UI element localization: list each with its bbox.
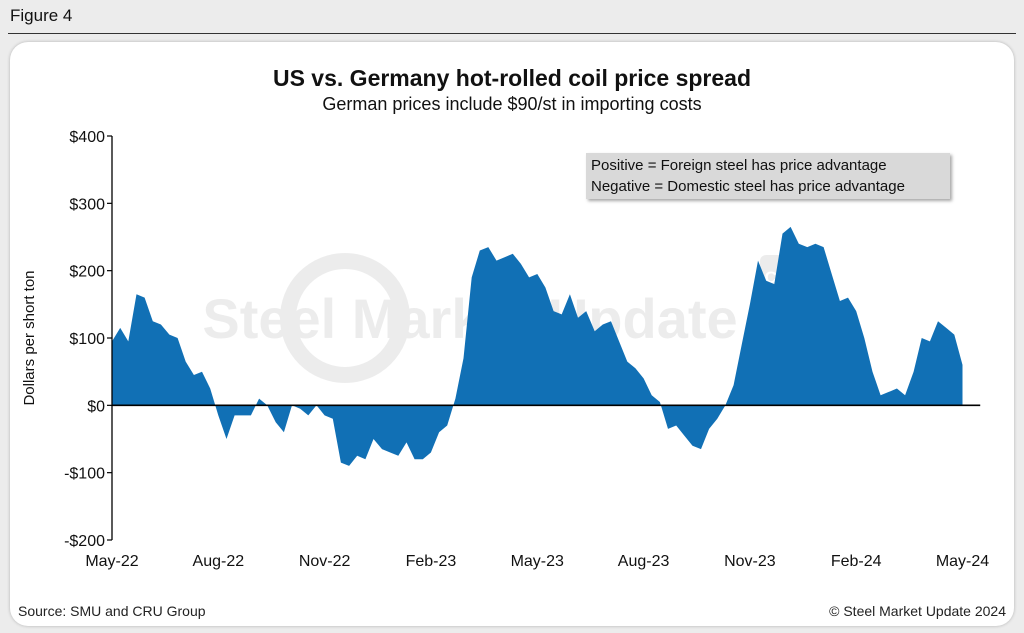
legend-item-negative: Negative = Domestic steel has price adva… (591, 178, 905, 195)
y-tick-label: $100 (69, 331, 105, 348)
legend-item-positive: Positive = Foreign steel has price advan… (591, 157, 887, 174)
y-axis-label: Dollars per short ton (21, 270, 38, 405)
x-tick-label: Feb-24 (831, 553, 882, 570)
y-tick-label: $0 (87, 398, 105, 415)
watermark-ring (280, 253, 410, 383)
x-tick-label: May-24 (936, 553, 989, 570)
legend-box: Positive = Foreign steel has price advan… (586, 153, 950, 199)
area-layer (112, 226, 963, 466)
copyright-note: © Steel Market Update 2024 (829, 603, 1006, 619)
chart-title: US vs. Germany hot-rolled coil price spr… (272, 65, 752, 91)
x-tick-label: Aug-23 (618, 553, 670, 570)
figure-label: Figure 4 (10, 6, 73, 25)
x-tick-label: May-22 (85, 553, 138, 570)
x-tick-label: Nov-22 (299, 553, 351, 570)
x-tick-label: Feb-23 (406, 553, 457, 570)
x-tick-label: May-23 (511, 553, 564, 570)
x-tick-label: Nov-23 (724, 553, 776, 570)
y-tick-label: -$100 (64, 466, 105, 483)
source-note: Source: SMU and CRU Group (18, 603, 206, 619)
chart-subtitle: German prices include $90/st in importin… (322, 94, 702, 114)
axis-layer: -$200 -$100 $0 $100 $200 $300 $400 May-22 Aug-22… (21, 129, 989, 570)
y-tick-label: $400 (69, 129, 105, 146)
y-tick-label: $300 (69, 196, 105, 213)
y-tick-label: $200 (69, 264, 105, 281)
header-rule (8, 33, 1016, 34)
y-tick-label: -$200 (64, 533, 105, 550)
series-area (112, 226, 963, 466)
x-tick-label: Aug-22 (193, 553, 245, 570)
